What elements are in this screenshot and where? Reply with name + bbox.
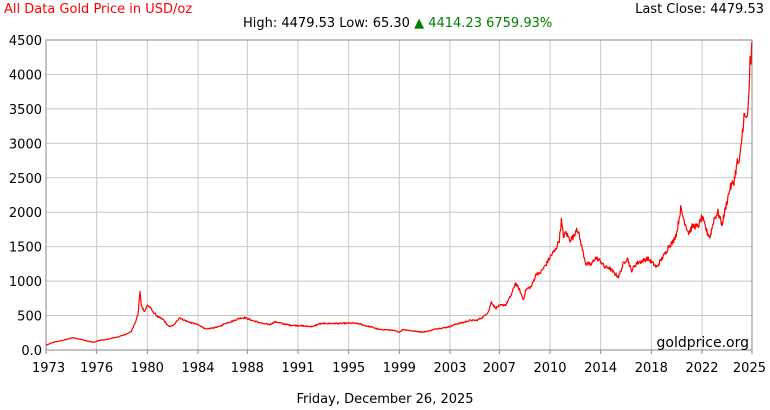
x-tick-label: 1988 — [231, 361, 264, 376]
x-tick-label: 1991 — [281, 361, 314, 376]
watermark-text: goldprice.org — [657, 335, 749, 351]
x-tick-label: 1995 — [332, 361, 365, 376]
x-tick-label: 1999 — [383, 361, 416, 376]
high-value: High: 4479.53 — [243, 16, 336, 31]
x-tick-label: 2025 — [733, 361, 766, 376]
change-absolute: 4414.23 — [428, 16, 482, 31]
chart-title: All Data Gold Price in USD/oz — [4, 2, 193, 17]
y-tick-label: 0.0 — [21, 344, 42, 359]
change-percent: 6759.93% — [486, 16, 553, 31]
x-tick-label: 2010 — [533, 361, 566, 376]
x-axis-labels: 1973 1976 1980 1984 1988 1991 1995 1999 2003 2007… — [32, 361, 766, 376]
y-tick-label: 2500 — [9, 172, 42, 187]
y-tick-label: 3000 — [9, 137, 42, 152]
x-tick-label: 1976 — [80, 361, 113, 376]
y-tick-label: 500 — [17, 310, 42, 325]
price-series-line — [45, 41, 753, 347]
x-tick-label: 2007 — [483, 361, 516, 376]
change-up-arrow-icon: ▲ — [414, 16, 425, 31]
x-tick-label: 2022 — [685, 361, 718, 376]
y-tick-label: 1000 — [9, 275, 42, 290]
y-tick-label: 3500 — [9, 103, 42, 118]
y-axis-labels: 0.0 500 1000 1500 2000 2500 3000 3500 4000 4500 — [9, 34, 42, 359]
x-tick-label: 2014 — [584, 361, 617, 376]
footer-date: Friday, December 26, 2025 — [296, 392, 474, 407]
x-tick-label: 1984 — [181, 361, 214, 376]
x-tick-label: 2003 — [433, 361, 466, 376]
x-tick-label: 1980 — [131, 361, 164, 376]
grid-lines — [45, 39, 753, 354]
x-tick-label: 2018 — [635, 361, 668, 376]
plot-frame — [45, 39, 753, 351]
x-tick-label: 1973 — [32, 361, 65, 376]
last-close-label: Last Close: 4479.53 — [635, 2, 764, 17]
y-tick-label: 4000 — [9, 68, 42, 83]
price-stats: High: 4479.53 Low: 65.30 ▲ 4414.23 6759.… — [243, 16, 552, 31]
y-tick-label: 4500 — [9, 34, 42, 49]
low-value: Low: 65.30 — [339, 16, 410, 31]
y-tick-label: 1500 — [9, 241, 42, 256]
y-tick-label: 2000 — [9, 206, 42, 221]
